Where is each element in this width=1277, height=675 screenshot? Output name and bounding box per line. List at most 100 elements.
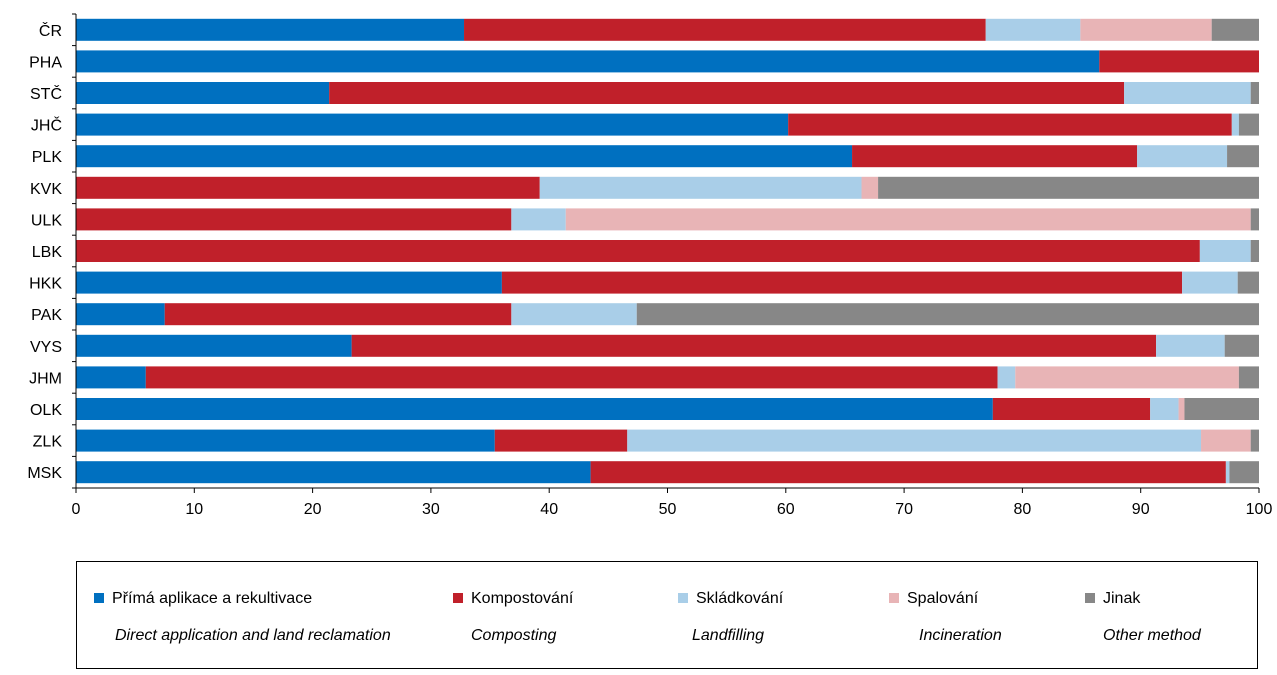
x-tick-label: 20 <box>304 501 322 518</box>
bar-segment <box>627 429 1202 452</box>
bar-segment <box>511 208 566 231</box>
bar-segment <box>1250 429 1259 452</box>
legend-item: Spalování <box>889 590 978 608</box>
bar-segment <box>852 145 1138 168</box>
y-tick-label: HKK <box>29 276 62 293</box>
bar-segment <box>145 366 998 389</box>
bar-segment <box>76 18 465 41</box>
bar-segment <box>1238 113 1259 136</box>
bar-segment <box>76 398 993 420</box>
bar-segment <box>76 145 853 168</box>
legend-label: Skládkování <box>696 590 784 607</box>
bar-segment <box>1156 334 1225 357</box>
legend-label-english: Other method <box>1103 627 1201 644</box>
bar-segment <box>985 18 1081 41</box>
bar-segment <box>1250 240 1259 262</box>
bar-segment <box>1137 145 1228 168</box>
bar-segment <box>76 113 789 136</box>
bar-segment <box>788 113 1232 136</box>
bar-segment <box>76 461 591 484</box>
y-tick-label: JHČ <box>31 116 62 135</box>
bars-group <box>76 18 1259 484</box>
y-tick-label: STČ <box>30 84 62 103</box>
bar-segment <box>511 303 637 326</box>
bar-segment <box>1238 366 1259 389</box>
bar-segment <box>329 82 1125 104</box>
bar-segment <box>636 303 1259 326</box>
bar-segment <box>76 334 352 357</box>
bar-segment <box>1201 429 1251 452</box>
y-tick-label: ULK <box>31 212 62 229</box>
x-tick-label: 70 <box>895 501 913 518</box>
bar-segment <box>76 303 165 326</box>
legend-item: Přímá aplikace a rekultivace <box>94 590 312 608</box>
bar-segment <box>76 50 1100 73</box>
legend-item: Kompostování <box>453 590 573 608</box>
y-tick-label: PAK <box>31 307 62 324</box>
legend-label: Přímá aplikace a rekultivace <box>112 590 313 607</box>
axes-group: ČR PHA STČ JHČ PLK KVK ULK LBK HKK PAK VYS JHM OLK ZL… <box>27 13 1273 518</box>
legend-label: Kompostování <box>471 590 574 607</box>
bar-segment <box>494 429 628 452</box>
bar-segment <box>1080 18 1212 41</box>
legend: Přímá aplikace a rekultivace Direct appli… <box>76 561 1258 669</box>
bar-segment <box>501 271 1183 294</box>
bar-segment <box>1250 208 1259 231</box>
y-tick-label: ZLK <box>33 434 63 451</box>
bar-segment <box>76 429 495 452</box>
bar-segment <box>351 334 1157 357</box>
bar-segment <box>590 461 1226 484</box>
x-tick-label: 10 <box>185 501 203 518</box>
bar-segment <box>76 271 502 294</box>
legend-label-english: Incineration <box>919 627 1002 644</box>
bar-segment <box>76 240 1200 262</box>
bar-segment <box>539 176 862 199</box>
bar-segment <box>1211 18 1259 41</box>
bar-segment <box>1099 50 1259 73</box>
y-tick-label: LBK <box>32 244 63 261</box>
bar-segment <box>992 398 1151 420</box>
bar-segment <box>1227 145 1259 168</box>
bar-segment <box>878 176 1259 199</box>
legend-item: Skládkování <box>678 590 783 608</box>
x-tick-label: 0 <box>72 501 81 518</box>
bar-segment <box>76 366 146 389</box>
legend-label-english: Landfilling <box>692 627 765 644</box>
x-tick-label: 100 <box>1246 501 1273 518</box>
y-tick-label: KVK <box>30 181 62 198</box>
bar-segment <box>1015 366 1239 389</box>
legend-item: Jinak <box>1085 590 1140 608</box>
bar-segment <box>1237 271 1259 294</box>
y-tick-label: ČR <box>39 21 62 40</box>
x-tick-label: 90 <box>1132 501 1150 518</box>
bar-segment <box>565 208 1251 231</box>
legend-label-english: Direct application and land reclamation <box>115 627 391 644</box>
bar-segment <box>997 366 1016 389</box>
bar-segment <box>1184 398 1259 420</box>
bar-segment <box>861 176 879 199</box>
bar-segment <box>1224 334 1259 357</box>
bar-segment <box>76 208 512 231</box>
bar-segment <box>164 303 512 326</box>
y-tick-label: VYS <box>30 339 62 356</box>
bar-segment <box>1150 398 1179 420</box>
legend-label-english: Composting <box>471 627 557 644</box>
legend-swatch <box>453 593 463 603</box>
bar-segment <box>76 82 330 104</box>
legend-swatch <box>889 593 899 603</box>
x-tick-label: 60 <box>777 501 795 518</box>
bar-segment <box>1199 240 1251 262</box>
y-tick-label: PHA <box>29 54 62 71</box>
legend-label: Spalování <box>907 590 979 607</box>
legend-label: Jinak <box>1103 590 1141 607</box>
y-tick-label: JHM <box>29 370 62 387</box>
y-tick-label: PLK <box>32 149 63 166</box>
bar-segment <box>1124 82 1251 104</box>
bar-segment <box>1250 82 1259 104</box>
legend-swatch <box>94 593 104 603</box>
legend-swatch <box>678 593 688 603</box>
x-tick-label: 40 <box>540 501 558 518</box>
bar-segment <box>1182 271 1238 294</box>
bar-segment <box>1225 461 1230 484</box>
x-tick-label: 30 <box>422 501 440 518</box>
